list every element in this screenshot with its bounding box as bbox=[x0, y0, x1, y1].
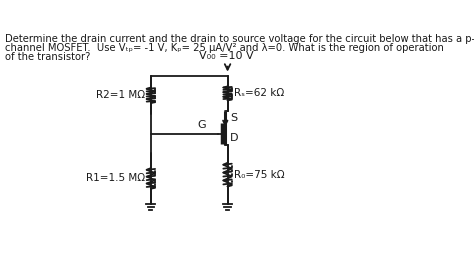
Text: Determine the drain current and the drain to source voltage for the circuit belo: Determine the drain current and the drai… bbox=[5, 34, 474, 44]
Text: D: D bbox=[230, 133, 238, 143]
Text: S: S bbox=[230, 113, 237, 123]
Text: V₀₀ =10 V: V₀₀ =10 V bbox=[199, 51, 253, 61]
Text: Rₛ=62 kΩ: Rₛ=62 kΩ bbox=[234, 88, 284, 98]
Text: channel MOSFET.  Use Vₜₚ= -1 V, Kₚ= 25 μA/V² and λ=0. What is the region of oper: channel MOSFET. Use Vₜₚ= -1 V, Kₚ= 25 μA… bbox=[5, 43, 444, 53]
Text: R1=1.5 MΩ: R1=1.5 MΩ bbox=[86, 173, 145, 183]
Text: of the transistor?: of the transistor? bbox=[5, 52, 91, 62]
Text: G: G bbox=[198, 120, 206, 130]
Text: R₀=75 kΩ: R₀=75 kΩ bbox=[234, 169, 284, 180]
Text: R2=1 MΩ: R2=1 MΩ bbox=[96, 90, 145, 100]
